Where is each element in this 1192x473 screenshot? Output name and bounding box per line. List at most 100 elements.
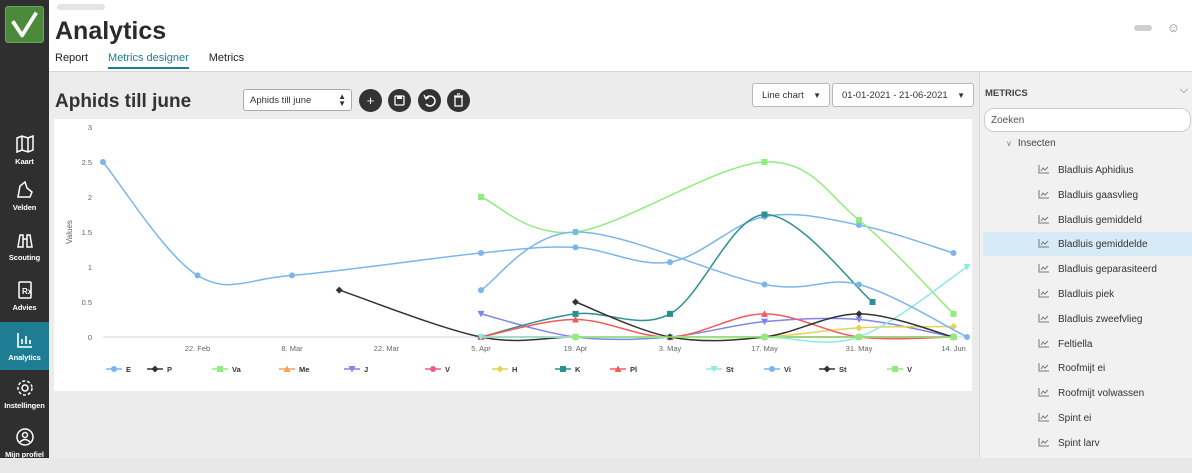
metric-item[interactable]: Bladluis geparasiteerd	[983, 257, 1192, 281]
undo-icon	[423, 94, 436, 107]
add-chart-button[interactable]: +	[359, 89, 382, 112]
data-point	[477, 310, 485, 318]
data-point	[761, 211, 768, 218]
save-chart-button[interactable]	[388, 89, 411, 112]
line-chart[interactable]: 0 0.5 1 1.5 2 2.5 3 22. Feb 8. Mar 22. Mar 5. Apr 1…	[54, 119, 972, 391]
y-axis-label: Values	[65, 220, 74, 244]
data-point	[478, 287, 484, 294]
user-name[interactable]	[1134, 25, 1152, 31]
legend-label: Pl	[630, 365, 637, 374]
metric-item[interactable]: Spint larv	[983, 431, 1192, 455]
legend-label: V	[907, 365, 912, 374]
date-range-value: 01-01-2021 - 21-06-2021	[842, 90, 948, 101]
date-range-dropdown[interactable]: 01-01-2021 - 21-06-2021 ▼	[832, 83, 974, 107]
metric-item[interactable]: Bladluis gaasvlieg	[983, 183, 1192, 207]
series-line	[480, 161, 955, 315]
legend-label: Va	[232, 365, 242, 374]
metric-item[interactable]: Roofmijt ei	[983, 356, 1192, 380]
metric-chart-icon	[1038, 239, 1049, 248]
y-tick-label: 3	[88, 123, 92, 132]
page-title: Analytics	[55, 17, 167, 45]
data-point	[761, 159, 768, 165]
data-point	[855, 316, 863, 323]
data-point	[856, 334, 862, 340]
x-tick-label: 19. Apr	[564, 344, 588, 353]
tab-bar: Report Metrics designer Metrics	[55, 52, 244, 69]
sidebar-item-instellingen[interactable]: Instellingen	[0, 378, 49, 424]
metric-item[interactable]: Bladluis gemiddeld	[983, 208, 1192, 232]
metric-item[interactable]: Feltiella	[983, 332, 1192, 356]
smiley-icon[interactable]: ☺	[1166, 20, 1180, 35]
metric-item-label: Bladluis gemiddelde	[1058, 239, 1148, 251]
y-tick-label: 0.5	[82, 298, 92, 307]
chevron-down-icon[interactable]: ⌵	[1179, 84, 1188, 96]
updown-icon: ▲ ▼	[338, 92, 346, 108]
metric-chart-icon	[1038, 165, 1049, 174]
breadcrumb[interactable]	[57, 4, 105, 10]
metric-chart-icon	[1038, 338, 1049, 348]
svg-text:Rx: Rx	[22, 287, 33, 296]
plus-icon: +	[366, 93, 375, 108]
binoculars-icon	[16, 234, 33, 248]
data-point	[477, 334, 485, 341]
sidebar-item-scouting[interactable]: Scouting	[0, 230, 49, 276]
reset-chart-button[interactable]	[418, 89, 441, 112]
metric-item-label: Bladluis geparasiteerd	[1058, 264, 1157, 276]
metric-chart-icon	[1038, 437, 1049, 447]
data-point	[667, 259, 673, 266]
data-point	[950, 310, 957, 317]
metric-group-insecten[interactable]: ∨ Insecten	[1006, 138, 1056, 149]
sidebar-item-label: Kaart	[15, 157, 34, 166]
legend-marker	[430, 366, 436, 372]
metrics-search-input[interactable]: Zoeken	[984, 108, 1191, 132]
chart-selector[interactable]: Aphids till june ▲ ▼	[243, 89, 352, 111]
metric-chart-icon	[1038, 214, 1049, 224]
trash-icon	[454, 93, 463, 107]
legend-marker	[151, 365, 159, 373]
metric-item[interactable]: Bladluis gemiddelde	[983, 232, 1192, 257]
metric-item[interactable]: Bladluis Aphidius	[983, 158, 1192, 182]
series-line	[102, 161, 954, 286]
data-point	[856, 281, 862, 288]
sidebar-item-label: Mijn profiel	[5, 450, 44, 459]
data-point	[335, 286, 343, 294]
metric-chart-icon	[1038, 413, 1049, 422]
tab-report[interactable]: Report	[55, 52, 89, 64]
data-point	[100, 159, 106, 165]
app-logo[interactable]	[5, 6, 44, 43]
x-tick-label: 17. May	[751, 344, 778, 353]
metric-item-label: Roofmijt volwassen	[1058, 388, 1145, 400]
data-point	[950, 334, 957, 340]
chart-type-dropdown[interactable]: Line chart ▼	[752, 83, 830, 107]
data-point	[761, 318, 768, 326]
metric-item[interactable]: Spint ei	[983, 406, 1192, 430]
sidebar-item-velden[interactable]: Velden	[0, 180, 49, 226]
sidebar-item-advies[interactable]: Rx Advies	[0, 280, 49, 326]
y-tick-label: 1	[88, 263, 92, 272]
chart-type-value: Line chart	[762, 90, 804, 101]
legend-marker	[614, 365, 622, 372]
data-point	[856, 222, 862, 228]
x-tick-label: 31. May	[846, 344, 873, 353]
delete-chart-button[interactable]	[447, 89, 470, 112]
metric-item[interactable]: Bladluis piek	[983, 282, 1192, 306]
data-point	[289, 272, 295, 279]
data-point	[572, 334, 579, 340]
metric-item-label: Bladluis piek	[1058, 289, 1115, 300]
sidebar: Kaart Velden Scouting Rx Advies Analytic…	[0, 0, 49, 459]
sidebar-item-profiel[interactable]: Mijn profiel	[0, 427, 49, 473]
legend-label: K	[575, 365, 581, 374]
sidebar-item-analytics[interactable]: Analytics	[0, 322, 49, 370]
metric-item[interactable]: Bladluis zweefvlieg	[983, 307, 1192, 331]
sidebar-item-label: Advies	[12, 303, 37, 312]
logo-check-icon	[11, 11, 38, 38]
metric-item[interactable]: Roofmijt volwassen	[983, 381, 1192, 405]
sidebar-item-label: Velden	[12, 203, 37, 212]
metric-item-label: Roofmijt ei	[1058, 363, 1106, 375]
tab-metrics[interactable]: Metrics	[208, 52, 245, 64]
tab-metrics-designer[interactable]: Metrics designer	[108, 52, 189, 69]
series-line	[480, 213, 873, 338]
sidebar-item-kaart[interactable]: Kaart	[0, 134, 49, 180]
metric-item-label: Bladluis gaasvlieg	[1058, 189, 1139, 201]
caret-down-icon: ▼	[957, 91, 965, 100]
